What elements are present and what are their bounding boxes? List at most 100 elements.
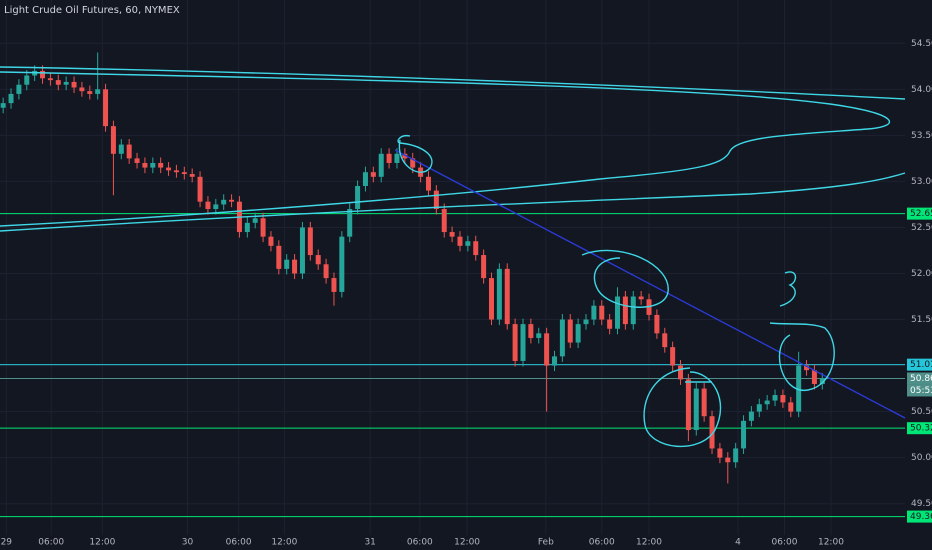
- candle-body: [142, 162, 148, 168]
- candle-body: [87, 91, 93, 94]
- candle-body: [591, 305, 597, 320]
- candle-body: [654, 314, 660, 334]
- candle-body: [748, 411, 754, 421]
- candle-body: [764, 400, 770, 405]
- candle-body: [55, 80, 61, 85]
- price-badge: [907, 207, 932, 220]
- x-tick-label: 06:00: [589, 538, 615, 548]
- candle-body: [638, 296, 644, 300]
- candle-body: [323, 264, 329, 279]
- candle-body: [567, 319, 573, 343]
- candle-body: [725, 457, 731, 463]
- candle-body: [173, 170, 179, 173]
- y-tick-label: 54.50: [911, 39, 932, 49]
- trend-curve: [0, 172, 906, 232]
- candle-body: [449, 232, 455, 237]
- candle-body: [103, 89, 109, 127]
- candle-body: [575, 324, 581, 343]
- circle: [581, 249, 669, 308]
- candle-body: [599, 305, 605, 320]
- candle-body: [221, 199, 227, 205]
- candle-body: [662, 333, 668, 348]
- countdown-label: 05:53: [910, 386, 932, 396]
- candle-body: [481, 255, 487, 279]
- x-tick-label: 30: [182, 538, 194, 548]
- candle-body: [756, 404, 762, 412]
- candle-body: [678, 365, 684, 380]
- candle-body: [410, 158, 416, 168]
- candle-body: [158, 162, 164, 168]
- circle: [397, 134, 433, 173]
- axes: 54.5054.0053.5053.0052.5052.0051.5051.00…: [1, 39, 932, 548]
- candle-body: [488, 278, 494, 320]
- circle: [769, 322, 835, 391]
- price-badge: [907, 358, 932, 371]
- candle-body: [433, 190, 439, 210]
- y-tick-label: 50.50: [911, 407, 932, 417]
- candle-body: [811, 370, 817, 384]
- candle-body: [315, 255, 321, 265]
- x-tick-label: 4: [735, 538, 741, 548]
- candle-body: [733, 448, 739, 463]
- candle-body: [559, 319, 565, 357]
- candle-body: [528, 324, 534, 338]
- price-badge-label: 49.36: [910, 512, 932, 522]
- candle-body: [772, 395, 778, 401]
- candle-body: [630, 296, 636, 325]
- price-badge-label: 52.65: [910, 209, 932, 219]
- candle-body: [402, 153, 408, 159]
- candle-body: [252, 218, 258, 223]
- candle-body: [110, 126, 116, 154]
- candle-body: [331, 278, 337, 292]
- x-tick-label: 12:00: [454, 538, 480, 548]
- x-tick-label: 12:00: [636, 538, 662, 548]
- chart-title: Light Crude Oil Futures, 60, NYMEX: [4, 5, 180, 16]
- x-tick-label: Feb: [538, 538, 554, 548]
- levels: [0, 213, 905, 518]
- x-tick-label: 06:00: [226, 538, 252, 548]
- candle-body: [520, 324, 526, 361]
- price-badge-label: 50.32: [910, 424, 932, 434]
- candle-body: [95, 89, 101, 94]
- candle-body: [693, 388, 699, 431]
- x-tick-label: 29: [1, 538, 13, 548]
- trend-curve: [0, 66, 906, 100]
- candle-body: [819, 378, 825, 384]
- candle-body: [583, 319, 589, 325]
- candle-body: [504, 268, 510, 325]
- y-tick-label: 53.50: [911, 131, 932, 141]
- x-tick-label: 06:00: [772, 538, 798, 548]
- y-tick-label: 53.00: [911, 177, 932, 187]
- candle-body: [551, 356, 557, 366]
- y-tick-label: 52.50: [911, 223, 932, 233]
- circle: [643, 367, 722, 448]
- candle-body: [441, 209, 447, 233]
- candle-body: [780, 395, 786, 403]
- drawings: [0, 66, 906, 448]
- candle-body: [0, 103, 6, 108]
- candle-body: [205, 201, 211, 210]
- candle-body: [276, 245, 282, 269]
- candle-body: [394, 153, 400, 163]
- candle-body: [741, 420, 747, 449]
- candle-body: [299, 227, 305, 274]
- candle-body: [607, 319, 613, 329]
- candle-body: [24, 75, 30, 85]
- candle-body: [465, 241, 471, 246]
- candle-body: [701, 388, 707, 417]
- x-tick-label: 12:00: [818, 538, 844, 548]
- candle-body: [244, 222, 250, 233]
- y-tick-label: 52.00: [911, 269, 932, 279]
- candle-body: [355, 186, 361, 210]
- candle-body: [386, 153, 392, 163]
- price-axis: [906, 0, 932, 550]
- candle-body: [150, 162, 156, 168]
- y-tick-label: 51.50: [911, 315, 932, 325]
- grid: [0, 0, 905, 535]
- squiggle: [779, 271, 797, 307]
- candle-body: [709, 416, 715, 449]
- candle-body: [63, 81, 69, 85]
- candle-body: [536, 333, 542, 338]
